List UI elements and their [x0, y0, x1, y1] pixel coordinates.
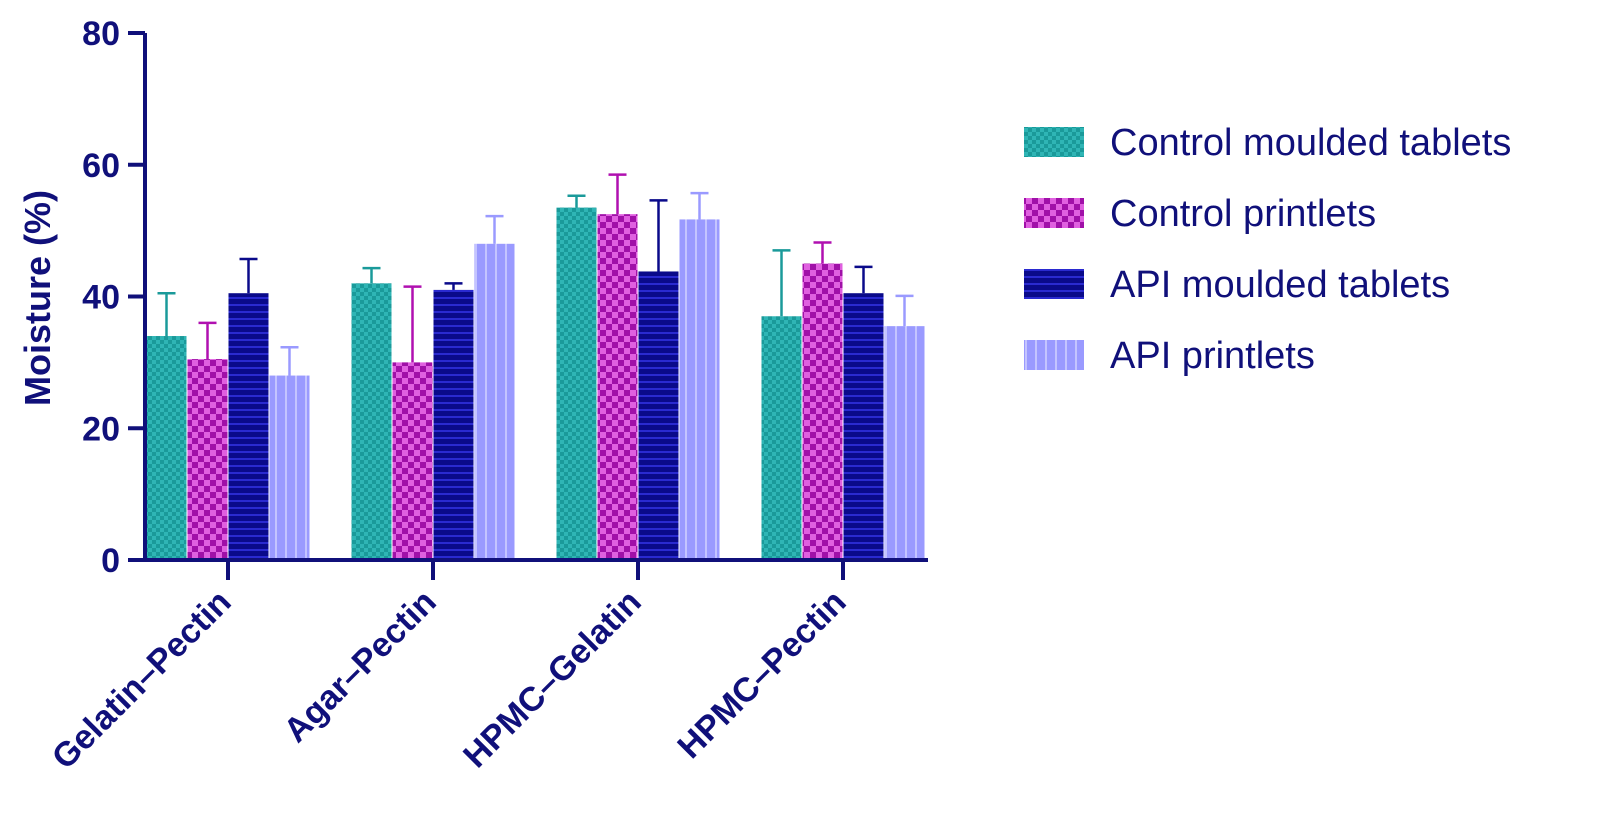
error-bar-2-0 [239, 257, 258, 294]
x-tick-label-1: Agar–Pectin [276, 583, 443, 750]
x-tick-label-2: HPMC–Gelatin [456, 583, 649, 776]
y-ticks: 0 20 40 60 80 [82, 15, 145, 580]
legend-label-2: API moulded tablets [1110, 264, 1450, 306]
legend-swatch-0 [1024, 127, 1084, 157]
legend-item-3: API printlets [1024, 335, 1315, 377]
legend-label-1: Control printlets [1110, 193, 1376, 235]
bar-2-0 [228, 293, 269, 560]
y-tick-label-4: 80 [82, 15, 120, 53]
error-bars-layer [157, 173, 914, 376]
legend: Control moulded tablets Control printlets… [1024, 122, 1511, 377]
error-bar-0-2 [567, 194, 586, 208]
x-ticks: Gelatin–Pectin Agar–Pectin HPMC–Gelatin HPM… [45, 560, 854, 777]
error-bar-3-3 [895, 294, 914, 327]
bar-1-1 [392, 362, 433, 560]
error-bar-3-1 [485, 214, 504, 244]
y-tick-label-0: 0 [101, 542, 120, 580]
error-bar-3-2 [690, 191, 709, 220]
x-tick-label-3: HPMC–Pectin [670, 583, 853, 766]
bar-3-3 [884, 326, 925, 560]
bar-0-1 [351, 283, 392, 560]
error-bar-0-3 [772, 249, 791, 317]
legend-label-0: Control moulded tablets [1110, 122, 1511, 164]
error-bar-2-2 [649, 199, 668, 272]
error-bar-3-0 [280, 345, 299, 376]
legend-label-3: API printlets [1110, 335, 1315, 377]
bars-layer [146, 207, 925, 561]
error-bar-1-2 [608, 173, 627, 215]
bar-3-0 [269, 375, 310, 560]
bar-0-2 [556, 207, 597, 560]
legend-item-2: API moulded tablets [1024, 264, 1450, 306]
legend-swatch-2 [1024, 269, 1084, 299]
error-bar-2-3 [854, 265, 873, 294]
bar-0-3 [761, 316, 802, 560]
y-tick-label-3: 60 [82, 147, 120, 185]
error-bar-1-1 [403, 285, 422, 363]
bar-3-2 [679, 219, 720, 560]
error-bar-2-1 [444, 282, 463, 290]
bar-2-3 [843, 293, 884, 560]
bar-1-0 [187, 359, 228, 560]
bar-1-3 [802, 263, 843, 560]
x-tick-label-0: Gelatin–Pectin [45, 583, 239, 777]
legend-item-1: Control printlets [1024, 193, 1376, 235]
y-axis-label: Moisture (%) [17, 190, 58, 406]
bar-3-1 [474, 243, 515, 561]
error-bar-1-0 [198, 321, 217, 360]
y-tick-label-1: 20 [82, 410, 120, 448]
bar-1-2 [597, 214, 638, 560]
legend-item-0: Control moulded tablets [1024, 122, 1511, 164]
legend-swatch-3 [1024, 340, 1084, 370]
bar-2-1 [433, 289, 474, 560]
y-tick-label-2: 40 [82, 279, 120, 317]
error-bar-0-0 [157, 291, 176, 337]
bar-0-0 [146, 336, 187, 560]
error-bar-1-3 [813, 241, 832, 264]
error-bar-0-1 [362, 266, 381, 284]
bar-2-2 [638, 271, 679, 560]
legend-swatch-1 [1024, 198, 1084, 228]
